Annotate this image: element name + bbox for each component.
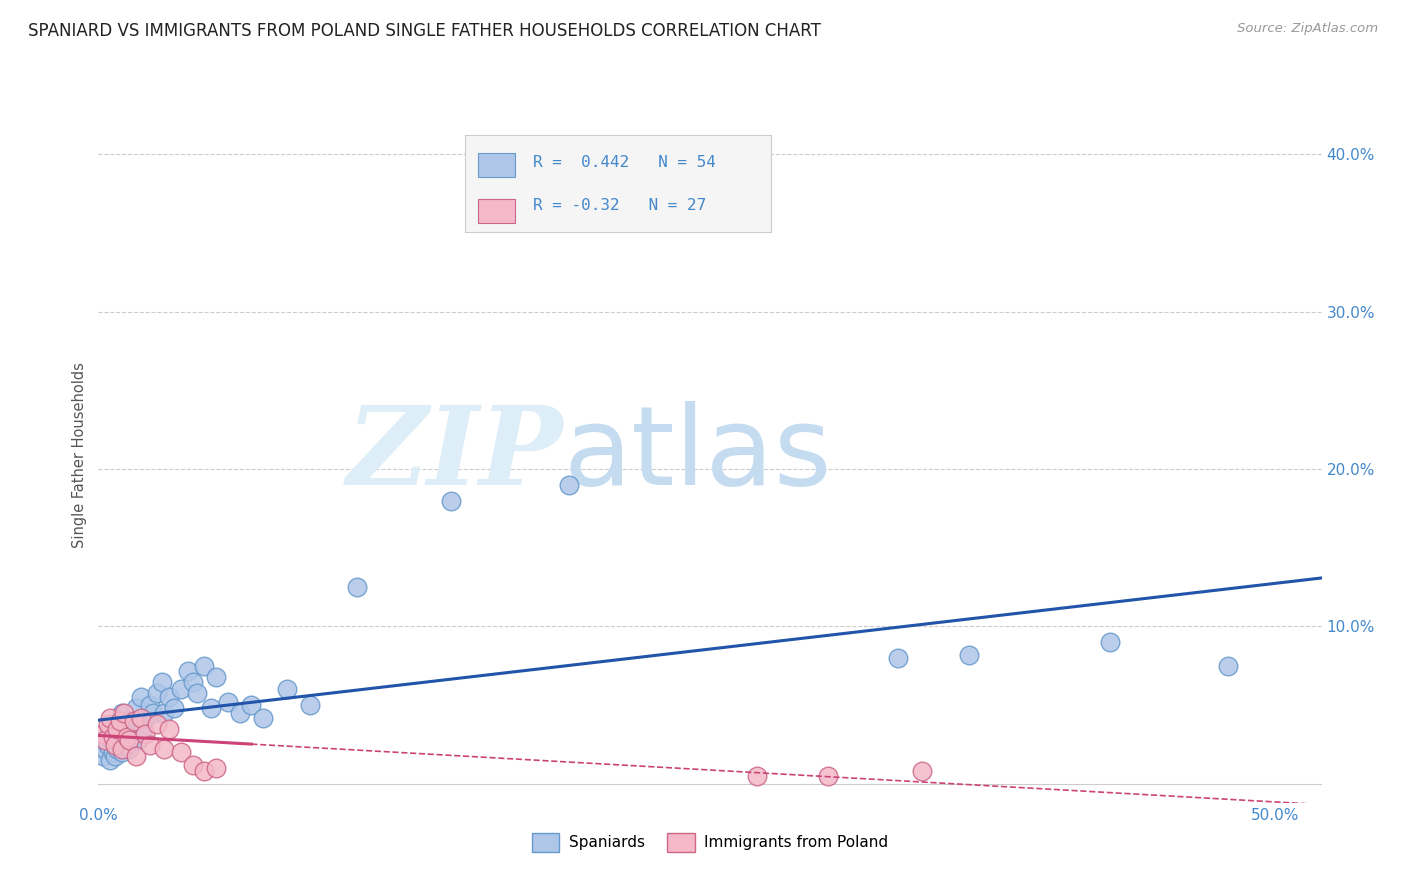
- Point: [111, 746, 134, 760]
- Point: [129, 690, 152, 705]
- Text: R =  0.442   N = 54: R = 0.442 N = 54: [533, 154, 716, 169]
- Point: [129, 711, 152, 725]
- Point: [157, 690, 180, 705]
- Point: [817, 769, 839, 783]
- Point: [200, 701, 222, 715]
- Legend: Spaniards, Immigrants from Poland: Spaniards, Immigrants from Poland: [526, 827, 894, 858]
- Point: [104, 748, 127, 763]
- Point: [122, 726, 145, 740]
- Point: [97, 717, 120, 731]
- Point: [887, 651, 910, 665]
- Point: [104, 738, 127, 752]
- Point: [132, 722, 155, 736]
- Point: [112, 706, 135, 720]
- Point: [1098, 635, 1121, 649]
- Point: [193, 764, 215, 779]
- Point: [346, 580, 368, 594]
- Point: [125, 701, 148, 715]
- Point: [111, 742, 134, 756]
- Point: [252, 711, 274, 725]
- Point: [97, 730, 120, 744]
- Point: [94, 732, 117, 747]
- Point: [170, 682, 193, 697]
- Point: [101, 726, 124, 740]
- Point: [118, 732, 141, 747]
- Point: [97, 738, 120, 752]
- Text: atlas: atlas: [564, 401, 832, 508]
- Point: [141, 706, 163, 720]
- Point: [170, 746, 193, 760]
- Point: [177, 664, 200, 678]
- Point: [205, 670, 228, 684]
- Point: [134, 711, 156, 725]
- Point: [94, 742, 117, 756]
- Point: [146, 685, 169, 699]
- Point: [1216, 658, 1239, 673]
- FancyBboxPatch shape: [478, 153, 515, 177]
- Point: [98, 711, 121, 725]
- Point: [112, 730, 135, 744]
- Point: [276, 682, 298, 697]
- Point: [127, 732, 149, 747]
- Point: [181, 674, 204, 689]
- Point: [105, 742, 128, 756]
- Text: SPANIARD VS IMMIGRANTS FROM POLAND SINGLE FATHER HOUSEHOLDS CORRELATION CHART: SPANIARD VS IMMIGRANTS FROM POLAND SINGL…: [28, 22, 821, 40]
- Point: [120, 714, 142, 728]
- Point: [98, 722, 121, 736]
- Point: [91, 726, 114, 740]
- Point: [118, 742, 141, 756]
- Point: [153, 742, 176, 756]
- Point: [193, 658, 215, 673]
- Point: [957, 648, 980, 662]
- Text: Source: ZipAtlas.com: Source: ZipAtlas.com: [1237, 22, 1378, 36]
- Point: [134, 726, 156, 740]
- Point: [240, 698, 263, 713]
- Point: [745, 769, 768, 783]
- Point: [217, 695, 239, 709]
- Text: ZIP: ZIP: [347, 401, 564, 508]
- Point: [157, 722, 180, 736]
- Point: [108, 726, 131, 740]
- Point: [146, 717, 169, 731]
- Y-axis label: Single Father Households: Single Father Households: [72, 362, 87, 548]
- Point: [153, 706, 176, 720]
- Point: [150, 674, 173, 689]
- Point: [105, 722, 128, 736]
- Point: [440, 493, 463, 508]
- Point: [125, 748, 148, 763]
- Point: [299, 698, 322, 713]
- Point: [205, 761, 228, 775]
- Point: [181, 758, 204, 772]
- Point: [558, 478, 581, 492]
- Point: [108, 714, 131, 728]
- Point: [139, 738, 162, 752]
- Point: [228, 706, 250, 720]
- Point: [122, 714, 145, 728]
- Point: [105, 717, 128, 731]
- Point: [98, 753, 121, 767]
- Point: [139, 698, 162, 713]
- Point: [104, 732, 127, 747]
- Point: [911, 764, 934, 779]
- Point: [112, 717, 135, 731]
- Point: [108, 738, 131, 752]
- Point: [91, 748, 114, 763]
- Point: [163, 701, 186, 715]
- Point: [186, 685, 208, 699]
- FancyBboxPatch shape: [478, 199, 515, 222]
- Point: [101, 730, 124, 744]
- Point: [115, 730, 138, 744]
- Point: [101, 746, 124, 760]
- Point: [111, 706, 134, 720]
- Text: R = -0.32   N = 27: R = -0.32 N = 27: [533, 197, 706, 212]
- Point: [115, 738, 138, 752]
